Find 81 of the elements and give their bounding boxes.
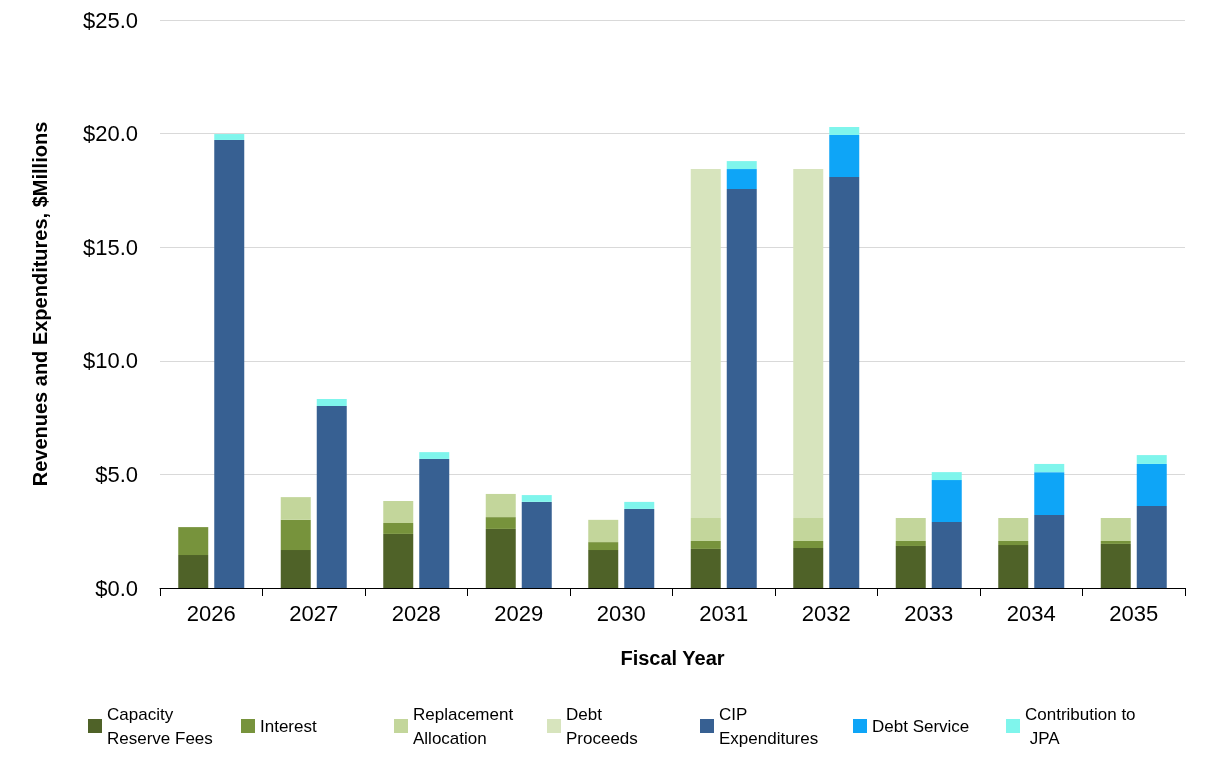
y-tick-label: $25.0 (82, 7, 138, 33)
y-tick-label: $0.0 (95, 575, 138, 601)
bar (1100, 518, 1131, 541)
bar (1034, 515, 1065, 588)
bar (383, 523, 414, 534)
bar (690, 548, 721, 588)
x-tick-label: 2035 (1109, 600, 1159, 626)
legend-label: Capacity Reserve Fees (107, 704, 213, 748)
bar (829, 177, 860, 588)
x-tick-label: 2033 (904, 600, 954, 626)
bar (998, 540, 1029, 546)
x-tick-label: 2028 (391, 600, 441, 626)
y-axis-title: Revenues and Expenditures, $Millions (29, 121, 51, 487)
x-tick-label: 2032 (801, 600, 851, 626)
bar (1100, 543, 1131, 588)
bar (485, 493, 516, 518)
x-tick-label: 2034 (1006, 600, 1056, 626)
bar (793, 169, 824, 519)
bar (1136, 463, 1167, 506)
legend-label: Debt Service (872, 716, 970, 736)
bar (1100, 540, 1131, 544)
legend-label: CIP Expenditures (719, 704, 819, 748)
bar (521, 495, 552, 502)
bar (419, 458, 450, 588)
bar (214, 139, 245, 588)
legend-label: Debt Proceeds (566, 704, 638, 748)
bar (485, 528, 516, 588)
bar (690, 540, 721, 549)
bar (521, 501, 552, 588)
bar (895, 540, 926, 546)
bar (178, 527, 209, 556)
bar (1136, 455, 1167, 464)
bar (1034, 463, 1065, 473)
bar (829, 127, 860, 135)
x-tick-label: 2026 (186, 600, 236, 626)
bar (931, 522, 962, 588)
bar (793, 548, 824, 588)
bar (316, 398, 347, 407)
bar (624, 508, 655, 588)
bar (383, 533, 414, 588)
bar (726, 169, 757, 190)
y-tick-label: $10.0 (82, 348, 138, 374)
x-tick-label: 2030 (596, 600, 646, 626)
bar (588, 550, 619, 588)
y-tick-label: $15.0 (82, 234, 138, 260)
bar (178, 555, 209, 588)
bar (690, 518, 721, 541)
bar (280, 497, 311, 520)
bar (998, 518, 1029, 541)
bar (588, 542, 619, 551)
bar (419, 452, 450, 459)
bar (726, 161, 757, 170)
bar (485, 517, 516, 529)
bar (998, 545, 1029, 588)
y-tick-label: $20.0 (82, 121, 138, 147)
bar (829, 134, 860, 177)
legend-label: Contribution to JPA (1025, 704, 1136, 748)
x-tick-label: 2027 (289, 600, 339, 626)
bar (1034, 472, 1065, 516)
legend-label: Interest (260, 716, 317, 736)
bar (793, 518, 824, 541)
bar (931, 480, 962, 523)
bar (793, 540, 824, 549)
bar (383, 500, 414, 524)
x-tick-label: 2029 (494, 600, 544, 626)
bar (895, 518, 926, 541)
bar (895, 545, 926, 588)
bar (214, 134, 245, 140)
bar (1136, 505, 1167, 588)
bar (316, 406, 347, 588)
bar (624, 501, 655, 509)
bar (726, 189, 757, 588)
x-axis-title: Fiscal Year (620, 647, 725, 669)
y-tick-label: $5.0 (95, 461, 138, 487)
legend-label: Replacement Allocation (413, 704, 518, 748)
bar (588, 519, 619, 543)
bar (280, 519, 311, 551)
bar (690, 169, 721, 519)
bar (931, 472, 962, 481)
bar (280, 550, 311, 588)
x-tick-label: 2031 (699, 600, 749, 626)
